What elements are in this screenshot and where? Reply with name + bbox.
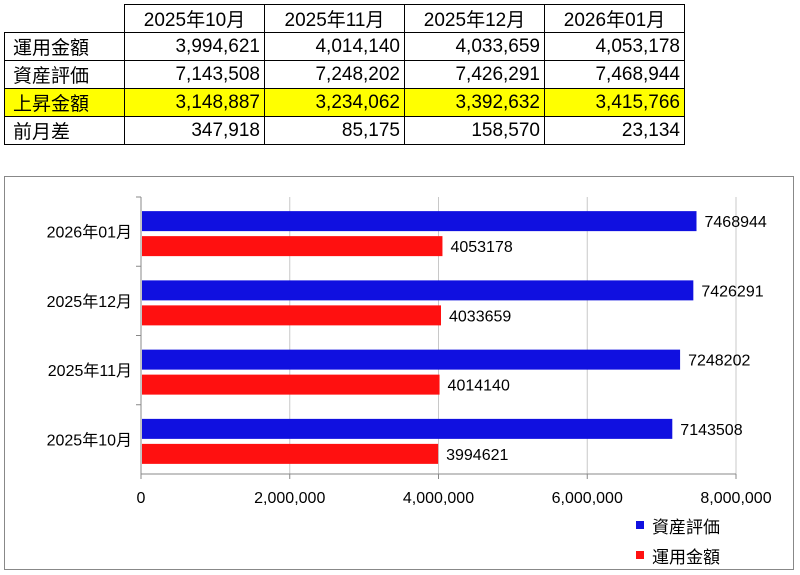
table-cell: 7,143,508 xyxy=(124,60,265,89)
table-header-row: 2025年10月 2025年11月 2025年12月 2026年01月 xyxy=(4,4,685,33)
table-cell: 158,570 xyxy=(404,116,545,145)
legend-item-investment: 運用金額 xyxy=(636,540,720,570)
legend-swatch xyxy=(636,521,644,529)
bar-asset-valuation xyxy=(142,211,697,232)
data-label: 4033659 xyxy=(449,308,511,325)
chart-area: 0 2,000,000 4,000,000 6,000,000 8,000,000 202… xyxy=(4,176,794,570)
row-label: 運用金額 xyxy=(4,32,125,61)
table-header-cell: 2025年11月 xyxy=(264,4,405,33)
legend-label: 資産評価 xyxy=(652,517,720,537)
table-header-cell: 2026年01月 xyxy=(544,4,685,33)
table-header-cell: 2025年10月 xyxy=(124,4,265,33)
table-cell: 7,468,944 xyxy=(544,60,685,89)
table-row-asset-valuation: 資産評価 7,143,508 7,248,202 7,426,291 7,468… xyxy=(4,60,685,89)
x-tick-label: 2,000,000 xyxy=(254,490,325,507)
x-tick-label: 4,000,000 xyxy=(403,490,474,507)
data-label: 7468944 xyxy=(705,214,767,231)
x-tick-label: 8,000,000 xyxy=(700,490,771,507)
legend-item-asset-valuation: 資産評価 xyxy=(636,510,720,540)
table-row-increase: 上昇金額 3,148,887 3,234,062 3,392,632 3,415… xyxy=(4,88,685,117)
table-cell: 4,014,140 xyxy=(264,32,405,61)
table-cell: 7,248,202 xyxy=(264,60,405,89)
y-category-label: 2025年10月 xyxy=(47,431,132,449)
table-cell: 3,234,062 xyxy=(264,88,405,117)
y-category-label: 2025年12月 xyxy=(47,293,132,311)
row-label: 前月差 xyxy=(4,116,125,145)
x-tick-label: 6,000,000 xyxy=(552,490,623,507)
y-category-label: 2026年01月 xyxy=(47,224,132,242)
bar-investment xyxy=(142,236,443,257)
bar-asset-valuation xyxy=(142,349,681,370)
summary-table: 2025年10月 2025年11月 2025年12月 2026年01月 運用金額… xyxy=(4,4,685,145)
row-label: 資産評価 xyxy=(4,60,125,89)
bar-asset-valuation xyxy=(142,418,673,439)
table-header-cell: 2025年12月 xyxy=(404,4,545,33)
table-cell: 23,134 xyxy=(544,116,685,145)
table-cell: 4,053,178 xyxy=(544,32,685,61)
bar-investment xyxy=(142,443,439,464)
table-cell: 7,426,291 xyxy=(404,60,545,89)
table-cell: 3,392,632 xyxy=(404,88,545,117)
table-cell: 347,918 xyxy=(124,116,265,145)
data-label: 7248202 xyxy=(688,353,750,370)
table-cell: 85,175 xyxy=(264,116,405,145)
bar-chart: 0 2,000,000 4,000,000 6,000,000 8,000,000 202… xyxy=(47,196,772,507)
y-category-label: 2025年11月 xyxy=(48,362,132,380)
bar-investment xyxy=(142,305,442,326)
table-cell: 3,415,766 xyxy=(544,88,685,117)
legend-label: 運用金額 xyxy=(652,547,720,567)
table-cell: 4,033,659 xyxy=(404,32,545,61)
data-label: 4053178 xyxy=(450,239,512,256)
data-label: 7143508 xyxy=(680,422,742,439)
table-corner-cell xyxy=(4,4,125,33)
data-label: 7426291 xyxy=(701,283,763,300)
row-label: 上昇金額 xyxy=(4,88,125,117)
legend-swatch xyxy=(636,551,644,559)
data-label: 4014140 xyxy=(448,378,510,395)
table-cell: 3,994,621 xyxy=(124,32,265,61)
chart-legend: 資産評価 運用金額 xyxy=(636,510,720,570)
bar-asset-valuation xyxy=(142,280,694,301)
bar-investment xyxy=(142,374,440,395)
table-cell: 3,148,887 xyxy=(124,88,265,117)
data-label: 3994621 xyxy=(446,447,508,464)
x-tick-label: 0 xyxy=(137,490,146,507)
table-row-monthly-diff: 前月差 347,918 85,175 158,570 23,134 xyxy=(4,116,685,145)
table-row-investment: 運用金額 3,994,621 4,014,140 4,033,659 4,053… xyxy=(4,32,685,61)
